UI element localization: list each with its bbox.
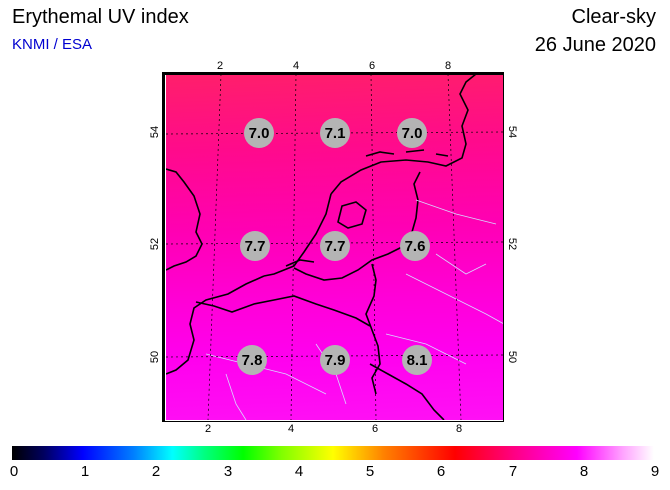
uv-marker: 7.0 [397,118,427,148]
uv-marker: 7.8 [237,345,267,375]
uv-marker: 7.1 [320,118,350,148]
top-tick-8: 8 [445,60,452,72]
top-tick-2: 2 [217,60,224,72]
uv-marker: 7.7 [320,231,350,261]
colorbar-label: 9 [650,463,660,480]
bottom-tick-4: 4 [288,423,295,435]
map-title: Erythemal UV index [12,6,189,28]
uv-marker: 7.6 [400,231,430,261]
bottom-tick-8: 8 [456,423,463,435]
boundaries [205,199,504,420]
uv-marker: 8.1 [402,345,432,375]
colorbar-label: 3 [223,463,233,480]
right-tick-52: 52 [506,237,519,251]
colorbar-label: 1 [80,463,90,480]
top-tick-4: 4 [293,60,300,72]
sky-condition: Clear-sky [571,6,656,28]
map-date: 26 June 2020 [534,34,656,56]
uv-marker: 7.0 [244,118,274,148]
top-tick-6: 6 [369,60,376,72]
colorbar-label: 2 [151,463,161,480]
uv-colorbar [12,446,654,460]
colorbar-label: 7 [508,463,518,480]
colorbar-label: 5 [365,463,375,480]
bottom-tick-2: 2 [205,423,212,435]
colorbar-label: 4 [294,463,304,480]
left-tick-54: 54 [149,125,162,139]
map-overlay [166,74,504,420]
coastlines [166,74,477,420]
right-tick-50: 50 [506,350,519,364]
colorbar-label: 0 [9,463,19,480]
credit-label: KNMI / ESA [12,36,93,53]
uv-marker: 7.7 [240,231,270,261]
graticule [166,74,504,420]
colorbar-label: 6 [436,463,446,480]
left-tick-52: 52 [149,237,162,251]
right-tick-54: 54 [506,125,519,139]
colorbar-label: 8 [579,463,589,480]
uv-marker: 7.9 [320,345,350,375]
bottom-tick-6: 6 [372,423,379,435]
map-frame [162,72,504,422]
left-tick-50: 50 [149,350,162,364]
